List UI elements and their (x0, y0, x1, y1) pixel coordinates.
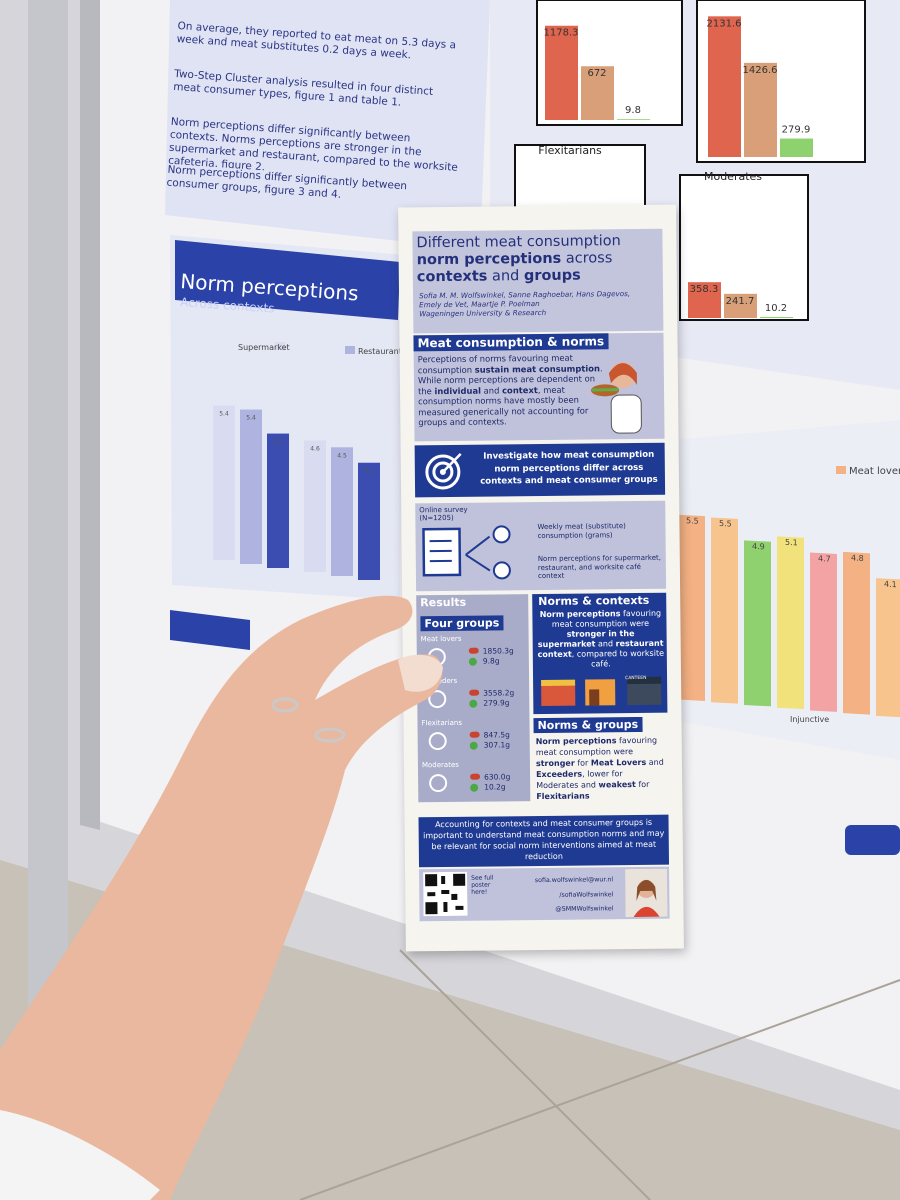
group-list: Meat lovers1850.3g9.8gExceeders3558.2g27… (421, 634, 528, 803)
eating-illustration (591, 362, 642, 434)
bar (617, 119, 650, 120)
bar-label: 4.7 (273, 439, 283, 446)
icon-shape (428, 732, 447, 751)
bar (688, 282, 721, 318)
poster-header (845, 825, 900, 855)
bar (711, 517, 738, 704)
ring (314, 727, 346, 743)
bar (724, 293, 757, 318)
bar-label: 9.8 (625, 105, 641, 116)
bar (304, 440, 326, 572)
bar-label: 4.1 (884, 580, 897, 590)
poster-header (175, 240, 400, 320)
bar-label: 5.5 (719, 519, 732, 529)
legend-swatch (836, 466, 846, 474)
legend-swatch (345, 346, 355, 354)
bar-label: 1426.6 (743, 65, 778, 76)
axis-label: Injunctive (790, 715, 829, 724)
legend-label: Supermarket (238, 343, 290, 352)
bar-label: 1178.3 (544, 28, 579, 39)
bar (267, 433, 289, 568)
bar-label: 279.9 (782, 125, 811, 136)
poster-header (170, 610, 250, 650)
bar-label: 4.8 (851, 553, 864, 563)
bar (760, 316, 793, 318)
target-icon (425, 452, 462, 490)
bar-label: 4.7 (818, 554, 831, 564)
survey-icon (422, 525, 511, 580)
qr-code (423, 871, 468, 917)
poster-subheader: Across contexts (180, 295, 275, 316)
watch-band (0, 1110, 160, 1200)
legend-label: Restaurant (358, 347, 402, 356)
bar-label: 4.1 (364, 468, 374, 475)
shops-illustration (541, 676, 662, 707)
group-chart-label: Flexitarians (538, 144, 602, 157)
bar-label: 4.9 (752, 542, 765, 552)
fingernail (398, 654, 443, 692)
bar (780, 138, 813, 157)
bar (777, 536, 804, 710)
bar-label: 5.4 (246, 415, 256, 422)
legend-label: Meat lovers (849, 466, 900, 477)
portrait (625, 868, 668, 918)
bar-label: 5.5 (686, 516, 699, 526)
icon-shape (429, 774, 448, 793)
bar (358, 462, 380, 580)
bar (213, 405, 235, 560)
group-row: Moderates 630.0g 10.2g (422, 760, 527, 803)
bar-label: 4.6 (310, 445, 320, 452)
icon-shape (428, 690, 447, 709)
bar (708, 16, 741, 158)
bar-label: 10.2 (765, 303, 787, 314)
group-row: Flexitarians 847.5g 307.1g (421, 718, 526, 761)
hand (0, 595, 443, 1200)
bar-label: 358.3 (690, 284, 719, 295)
floor-tile-line (399, 949, 651, 1200)
bar-label: 5.4 (219, 411, 229, 418)
bar (545, 25, 578, 120)
group-icon (428, 690, 447, 709)
bar (810, 552, 837, 712)
bar (240, 409, 262, 564)
bar (843, 551, 870, 715)
bar-label: 5.1 (785, 538, 798, 548)
floor-tile-line (299, 979, 900, 1200)
bar (581, 66, 614, 120)
bar-label: 2131.6 (707, 18, 742, 29)
poster-text-panel (165, 0, 490, 250)
bar-label: 672 (587, 68, 606, 79)
bar-label: 241.7 (726, 296, 755, 307)
ring (271, 697, 299, 713)
group-chart-label: Moderates (704, 170, 762, 183)
flyer: Different meat consumption norm percepti… (398, 204, 684, 952)
chart-box (514, 144, 646, 216)
group-icon (429, 774, 448, 793)
board-frame (80, 0, 100, 830)
bar (744, 540, 771, 707)
bar (331, 447, 353, 576)
group-icon (428, 732, 447, 751)
bar (744, 62, 777, 157)
bar (678, 514, 705, 701)
bar-label: 4.5 (337, 452, 347, 459)
bar (876, 578, 900, 718)
legend-swatch (275, 342, 285, 350)
